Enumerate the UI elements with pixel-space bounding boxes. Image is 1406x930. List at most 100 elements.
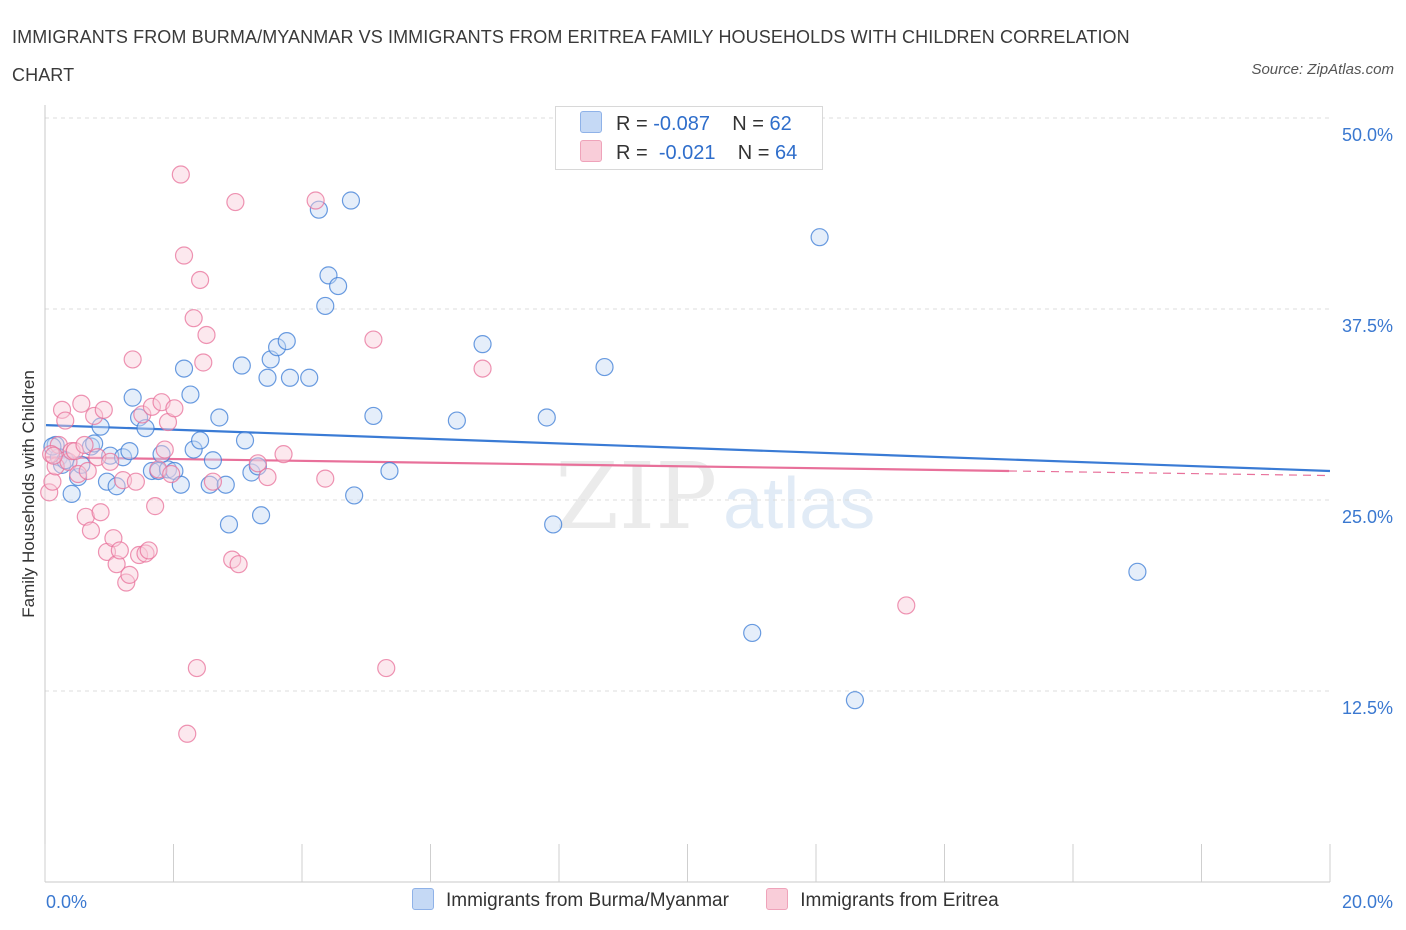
point-eritrea-17: [91, 503, 110, 522]
point-eritrea-31: [136, 544, 155, 563]
axes: [44, 105, 1331, 883]
point-burma-50: [364, 406, 383, 426]
point-eritrea-20: [101, 452, 120, 471]
point-eritrea-47: [194, 353, 213, 372]
trend-lines: [45, 424, 1331, 477]
point-burma-15: [123, 388, 142, 407]
tick-labels: 12.5% 25.0% 37.5% 50.0% 0.0% 20.0%: [46, 125, 1393, 912]
point-burma-33: [232, 356, 251, 375]
point-burma-49: [345, 486, 364, 505]
point-eritrea-29: [129, 545, 149, 565]
y-tick-label-1: 25.0%: [1342, 507, 1393, 527]
point-burma-59: [845, 691, 865, 710]
point-burma-10: [97, 472, 117, 491]
point-burma-41: [277, 331, 296, 351]
point-burma-14: [120, 442, 139, 461]
point-burma-47: [329, 276, 348, 296]
point-eritrea-12: [76, 507, 95, 526]
point-eritrea-52: [229, 555, 248, 574]
point-burma-17: [136, 419, 155, 438]
stats-legend: R = -0.087 N = 62 R = -0.021 N = 64: [555, 106, 823, 170]
watermark-zip: ZIP: [555, 443, 717, 550]
point-burma-48: [341, 191, 361, 210]
point-burma-38: [258, 368, 277, 387]
point-eritrea-59: [377, 658, 396, 678]
y-tick-label-3: 50.0%: [1342, 125, 1393, 145]
point-eritrea-32: [139, 541, 158, 560]
r-value-eritrea: -0.021: [658, 142, 716, 164]
point-burma-37: [251, 506, 271, 525]
data-points: [40, 165, 1147, 743]
point-eritrea-49: [203, 472, 223, 491]
point-eritrea-41: [171, 165, 190, 184]
point-burma-30: [210, 408, 229, 427]
point-burma-60: [1128, 562, 1147, 581]
point-burma-40: [268, 338, 287, 357]
point-eritrea-58: [364, 330, 383, 349]
point-burma-34: [235, 431, 255, 450]
point-eritrea-55: [274, 445, 293, 464]
trend-line-burma: [45, 424, 1331, 473]
r-value-burma: -0.087: [653, 113, 710, 135]
series-legend: Immigrants from Burma/Myanmar Immigrants…: [412, 888, 1031, 916]
trend-line-dashed-eritrea: [1008, 470, 1331, 477]
point-eritrea-27: [123, 350, 142, 369]
point-eritrea-42: [174, 246, 194, 265]
point-burma-28: [200, 475, 219, 494]
point-eritrea-30: [133, 405, 152, 424]
point-eritrea-0: [40, 483, 59, 502]
point-eritrea-56: [306, 191, 325, 210]
legend-row-burma: R = -0.087 N = 62: [580, 111, 792, 135]
point-eritrea-51: [226, 192, 245, 212]
legend-swatch-eritrea: [580, 140, 602, 162]
legend-swatch-burma: [580, 111, 602, 133]
point-burma-43: [300, 368, 319, 387]
point-eritrea-28: [126, 472, 145, 491]
n-value-burma: 62: [769, 113, 792, 135]
legend-item-eritrea: Immigrants from Eritrea: [766, 888, 999, 912]
y-tick-label-2: 37.5%: [1342, 316, 1393, 336]
point-eritrea-57: [316, 469, 335, 488]
point-burma-55: [544, 515, 563, 534]
point-eritrea-34: [146, 497, 165, 516]
point-eritrea-22: [107, 555, 126, 574]
point-burma-16: [129, 408, 149, 427]
point-burma-53: [473, 335, 492, 354]
point-eritrea-60: [473, 359, 492, 378]
point-eritrea-5: [56, 411, 75, 430]
point-burma-52: [447, 411, 466, 430]
point-burma-45: [316, 296, 335, 316]
point-eritrea-44: [184, 309, 203, 328]
point-burma-54: [537, 408, 556, 427]
point-eritrea-14: [81, 521, 101, 540]
point-burma-24: [174, 359, 194, 378]
point-eritrea-37: [155, 440, 174, 459]
legend-swatch-eritrea-bottom: [766, 888, 789, 910]
point-eritrea-46: [190, 270, 210, 290]
point-burma-18: [142, 461, 162, 481]
point-eritrea-4: [52, 400, 72, 419]
source-label: Source: ZipAtlas.com: [1251, 61, 1394, 78]
x-tick-label-0: 0.0%: [46, 892, 87, 912]
y-axis-label: Family Households with Children: [19, 370, 38, 618]
point-eritrea-39: [162, 464, 181, 484]
point-burma-56: [595, 357, 614, 377]
point-eritrea-1: [43, 472, 62, 491]
point-burma-32: [219, 515, 239, 534]
point-eritrea-10: [72, 394, 91, 413]
point-burma-61: [43, 437, 62, 456]
legend-item-burma: Immigrants from Burma/Myanmar: [412, 888, 729, 912]
point-burma-26: [184, 440, 203, 459]
point-eritrea-23: [110, 541, 129, 560]
point-eritrea-33: [142, 397, 162, 416]
legend-row-eritrea: R = -0.021 N = 64: [580, 140, 797, 164]
point-burma-42: [280, 368, 300, 387]
point-burma-58: [810, 228, 829, 247]
point-eritrea-15: [85, 406, 104, 426]
point-eritrea-18: [94, 400, 113, 419]
watermark: ZIPatlas: [555, 443, 875, 550]
legend-swatch-burma-bottom: [412, 888, 434, 910]
point-burma-25: [181, 385, 200, 404]
point-eritrea-53: [248, 454, 267, 473]
point-eritrea-48: [197, 325, 216, 345]
